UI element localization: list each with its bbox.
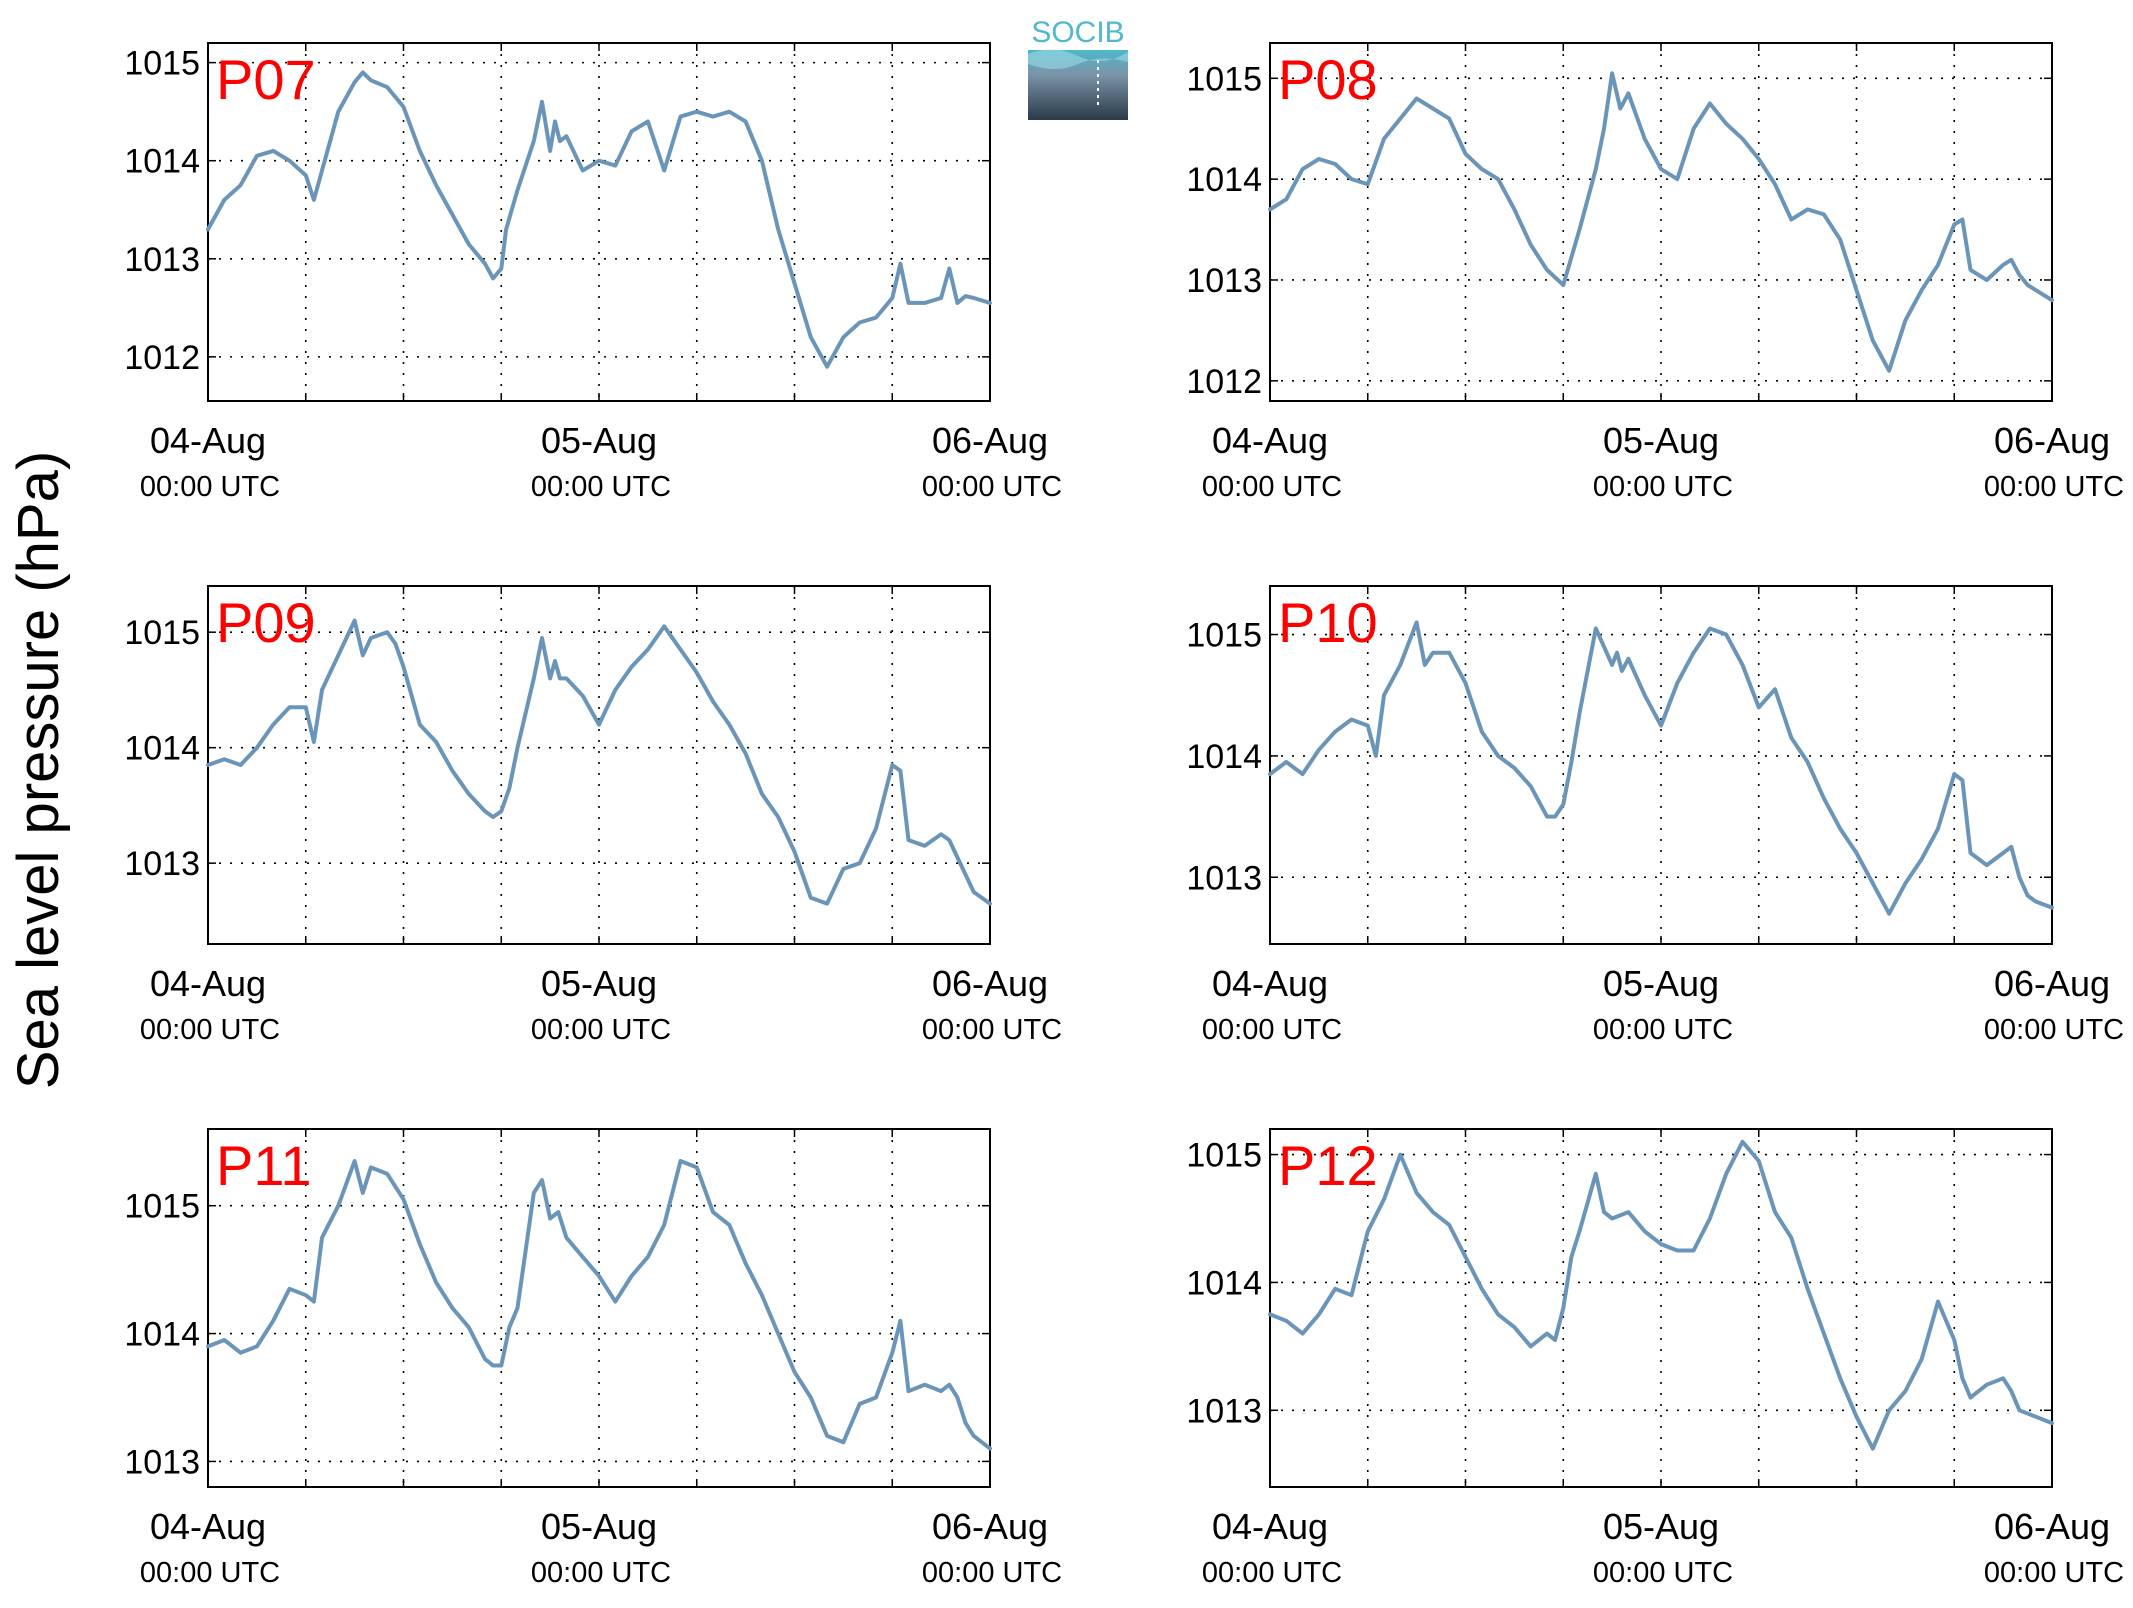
panel-label: P10: [1278, 591, 1378, 654]
pressure-series-line: [1268, 620, 2054, 916]
x-tick-date-label: 06-Aug: [932, 420, 1048, 461]
panel-p08: 1012 1013 1014 1015 04-Aug 00:00 UTC 05-Aug 00:…: [1186, 42, 2124, 503]
socib-logo: SOCIB: [1028, 16, 1128, 120]
chart-panels: 1012 1013 1014 1015 04-Aug 00:00 UTC 05-Aug 00:…: [124, 42, 2124, 1589]
x-tick-time-label: 00:00 UTC: [1593, 1014, 1733, 1046]
y-tick-label: 1014: [1186, 738, 1262, 776]
plot-frame: [207, 585, 991, 945]
x-tick-time-label: 00:00 UTC: [531, 1557, 671, 1589]
x-tick-date-label: 04-Aug: [150, 1506, 266, 1547]
panel-label: P12: [1278, 1134, 1378, 1197]
y-tick-label: 1014: [124, 730, 200, 768]
x-tick-time-label: 00:00 UTC: [922, 1014, 1062, 1046]
y-tick-label: 1015: [124, 1188, 200, 1226]
x-tick-date-label: 05-Aug: [541, 963, 657, 1004]
x-tick-time-label: 00:00 UTC: [1593, 471, 1733, 503]
y-tick-label: 1013: [124, 241, 200, 279]
x-tick-date-label: 06-Aug: [1994, 963, 2110, 1004]
plot-frame: [1269, 42, 2053, 402]
y-tick-label: 1015: [1186, 60, 1262, 98]
panel-p10: 1013 1014 1015 04-Aug 00:00 UTC 05-Aug 00:00 U…: [1186, 585, 2124, 1046]
y-tick-label: 1013: [1186, 1392, 1262, 1430]
y-tick-label: 1014: [1186, 161, 1262, 199]
logo-text: SOCIB: [1031, 16, 1124, 49]
pressure-series-line: [1268, 1139, 2054, 1451]
x-tick-time-label: 00:00 UTC: [1984, 1014, 2124, 1046]
x-tick-time-label: 00:00 UTC: [922, 471, 1062, 503]
x-tick-time-label: 00:00 UTC: [1593, 1557, 1733, 1589]
panel-p12: 1013 1014 1015 04-Aug 00:00 UTC 05-Aug 00:00 U…: [1186, 1128, 2124, 1589]
y-tick-label: 1013: [124, 845, 200, 883]
y-tick-label: 1012: [124, 339, 200, 377]
x-tick-date-label: 05-Aug: [541, 420, 657, 461]
y-tick-label: 1013: [1186, 262, 1262, 300]
x-tick-date-label: 04-Aug: [1212, 420, 1328, 461]
panel-label: P08: [1278, 48, 1378, 111]
panel-label: P11: [216, 1134, 311, 1197]
x-tick-time-label: 00:00 UTC: [922, 1557, 1062, 1589]
y-tick-label: 1014: [124, 1316, 200, 1354]
x-tick-time-label: 00:00 UTC: [140, 471, 280, 503]
x-tick-date-label: 04-Aug: [150, 420, 266, 461]
plot-frame: [1269, 585, 2053, 945]
x-tick-date-label: 06-Aug: [1994, 1506, 2110, 1547]
x-tick-date-label: 05-Aug: [1603, 963, 1719, 1004]
y-tick-label: 1013: [1186, 859, 1262, 897]
x-tick-date-label: 05-Aug: [1603, 1506, 1719, 1547]
pressure-series-line: [206, 1159, 992, 1451]
panel-p07: 1012 1013 1014 1015 04-Aug 00:00 UTC 05-Aug 00:…: [124, 42, 1062, 503]
plot-frame: [207, 1128, 991, 1488]
x-tick-time-label: 00:00 UTC: [1202, 1014, 1342, 1046]
x-tick-time-label: 00:00 UTC: [531, 471, 671, 503]
x-tick-time-label: 00:00 UTC: [140, 1557, 280, 1589]
x-tick-time-label: 00:00 UTC: [531, 1014, 671, 1046]
panel-p11: 1013 1014 1015 04-Aug 00:00 UTC 05-Aug 00:00 U…: [124, 1128, 1062, 1589]
y-tick-label: 1014: [1186, 1264, 1262, 1302]
pressure-series-line: [206, 70, 992, 369]
y-tick-label: 1014: [124, 143, 200, 181]
x-tick-date-label: 06-Aug: [932, 1506, 1048, 1547]
pressure-series-line: [206, 618, 992, 906]
y-tick-label: 1015: [1186, 617, 1262, 655]
panel-label: P07: [216, 48, 316, 111]
y-tick-label: 1015: [124, 614, 200, 652]
x-tick-date-label: 04-Aug: [1212, 1506, 1328, 1547]
panel-label: P09: [216, 591, 316, 654]
y-tick-label: 1015: [1186, 1137, 1262, 1175]
x-tick-date-label: 05-Aug: [1603, 420, 1719, 461]
x-tick-time-label: 00:00 UTC: [1984, 1557, 2124, 1589]
x-tick-time-label: 00:00 UTC: [1984, 471, 2124, 503]
x-tick-date-label: 04-Aug: [1212, 963, 1328, 1004]
x-tick-date-label: 04-Aug: [150, 963, 266, 1004]
y-tick-label: 1015: [124, 45, 200, 83]
x-tick-time-label: 00:00 UTC: [140, 1014, 280, 1046]
x-tick-date-label: 05-Aug: [541, 1506, 657, 1547]
y-axis-label: Sea level pressure (hPa): [6, 451, 71, 1089]
x-tick-time-label: 00:00 UTC: [1202, 1557, 1342, 1589]
panel-p09: 1013 1014 1015 04-Aug 00:00 UTC 05-Aug 00:00 U…: [124, 585, 1062, 1046]
x-tick-time-label: 00:00 UTC: [1202, 471, 1342, 503]
x-tick-date-label: 06-Aug: [932, 963, 1048, 1004]
pressure-series-line: [1268, 71, 2054, 373]
y-tick-label: 1013: [124, 1443, 200, 1481]
plot-frame: [207, 42, 991, 402]
y-tick-label: 1012: [1186, 363, 1262, 401]
x-tick-date-label: 06-Aug: [1994, 420, 2110, 461]
